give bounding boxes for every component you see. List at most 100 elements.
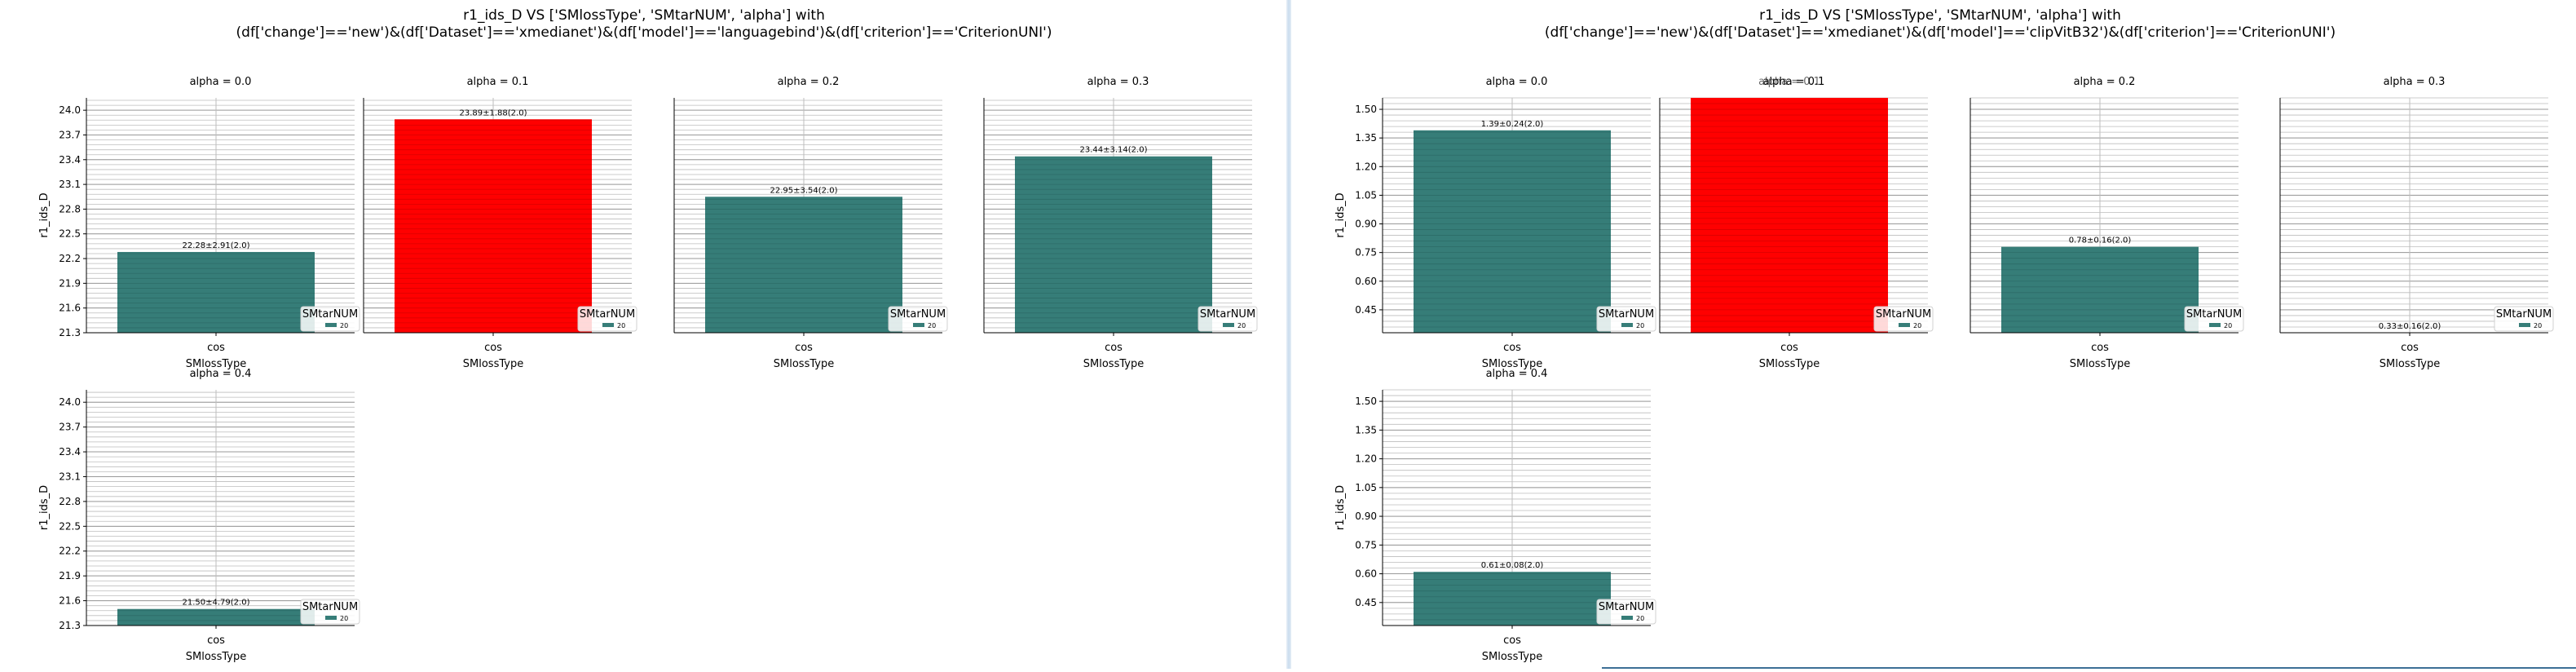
legend-title: SMtarNUM	[580, 308, 635, 321]
y-tick-label: 22.2	[59, 546, 81, 557]
y-tick-label: 23.7	[59, 422, 81, 433]
panel-title: alpha = 0.0	[1486, 76, 1548, 88]
y-tick-label: 21.9	[59, 277, 81, 289]
y-tick-label: 24.0	[59, 396, 81, 408]
figure-title: r1_ids_D VS ['SMlossType', 'SMtarNUM', '…	[463, 7, 825, 24]
x-tick-label: cos	[1503, 634, 1521, 647]
legend-title: SMtarNUM	[302, 601, 358, 613]
y-tick-label: 1.20	[1355, 453, 1377, 465]
figure-divider	[1286, 0, 1291, 669]
y-tick-label: 22.5	[59, 228, 81, 240]
x-axis-label: SMlossType	[774, 358, 834, 370]
legend-swatch	[325, 323, 337, 327]
figure-1: r1_ids_D VS ['SMlossType', 'SMtarNUM', '…	[38, 7, 1258, 663]
legend-label: 20	[340, 615, 348, 622]
figure-title: r1_ids_D VS ['SMlossType', 'SMtarNUM', '…	[1759, 7, 2121, 24]
legend-box	[1873, 306, 1934, 332]
y-tick-label: 22.8	[59, 203, 81, 214]
bar	[705, 197, 902, 333]
x-tick-label: cos	[1503, 342, 1521, 354]
legend-box	[888, 306, 948, 332]
legend-box	[1596, 599, 1656, 625]
x-axis-label: SMlossType	[463, 358, 523, 370]
panel-title: alpha = 0.3	[2384, 76, 2446, 88]
panel-alpha-0.1: 23.89±1.88(2.0) alpha = 0.1 cos SMlossType S…	[363, 76, 637, 370]
legend-label: 20	[2534, 322, 2542, 329]
x-axis-label: SMlossType	[1759, 358, 1820, 370]
y-tick-label: 23.1	[59, 471, 81, 482]
panel-alpha-0.0: 22.28±2.91(2.0) alpha = 0.0 21.3 21.6 21.9 22…	[38, 76, 360, 370]
legend-box	[2494, 306, 2554, 332]
legend-swatch	[1899, 323, 1910, 327]
legend-label: 20	[1237, 322, 1246, 329]
bar	[117, 251, 315, 333]
legend-title: SMtarNUM	[2186, 308, 2242, 321]
legend-label: 20	[1636, 322, 1644, 329]
legend-title: SMtarNUM	[1599, 601, 1654, 613]
panel-alpha-0.4: 0.61±0.08(2.0) alpha = 0.4 0.45 0.60 0.75 0.9…	[1334, 368, 1656, 663]
y-tick-label: 0.45	[1355, 304, 1377, 316]
y-tick-label: 0.75	[1355, 247, 1377, 259]
panel-alpha-0.3: 23.44±3.14(2.0) alpha = 0.3 cos SMlossType S…	[983, 76, 1258, 370]
y-tick-label: 23.4	[59, 446, 81, 458]
legend-swatch	[325, 616, 337, 620]
y-tick-label: 0.90	[1355, 511, 1377, 522]
legend-label: 20	[928, 322, 936, 329]
panel-alpha-0.2: 22.95±3.54(2.0) alpha = 0.2 cos SMlossType S…	[673, 76, 948, 370]
x-axis-label: SMlossType	[186, 358, 246, 370]
y-tick-label: 21.6	[59, 303, 81, 314]
bar	[2001, 246, 2199, 333]
bar-value-label: 22.95±3.54(2.0)	[770, 186, 838, 195]
legend-swatch	[1223, 323, 1234, 327]
x-tick-label: cos	[2401, 342, 2419, 354]
legend-box	[1198, 306, 1258, 332]
legend-title: SMtarNUM	[2496, 308, 2552, 321]
x-tick-label: cos	[1105, 342, 1123, 354]
panel-title: alpha = 0.3	[1087, 76, 1149, 88]
x-tick-label: cos	[207, 634, 225, 647]
bar	[1414, 130, 1611, 333]
panel-title: alpha = 0.4	[1486, 368, 1548, 380]
y-axis-label: r1_ids_D	[1334, 485, 1347, 530]
legend-box	[2184, 306, 2244, 332]
bar-value-label: 0.61±0.08(2.0)	[1481, 561, 1544, 570]
panel-title: alpha = 0.1	[467, 76, 529, 88]
legend-box	[1596, 306, 1656, 332]
y-tick-label: 21.3	[59, 327, 81, 338]
panel-title: alpha = 0.1	[1763, 76, 1825, 88]
bar	[1691, 98, 1888, 333]
bar	[1414, 572, 1611, 626]
legend-swatch	[1621, 616, 1633, 620]
x-tick-label: cos	[484, 342, 502, 354]
panel-title: alpha = 0.2	[2074, 76, 2136, 88]
bar-value-label: 0.78±0.16(2.0)	[2069, 237, 2132, 245]
bar	[117, 608, 315, 626]
legend-label: 20	[340, 322, 348, 329]
panel-alpha-0.0: 1.39±0.24(2.0) alpha = 0.0 0.45 0.60 0.75 0.9…	[1334, 76, 1656, 370]
figure-2: r1_ids_D VS ['SMlossType', 'SMtarNUM', '…	[1334, 7, 2554, 663]
y-tick-label: 0.90	[1355, 219, 1377, 230]
legend-label: 20	[1913, 322, 1921, 329]
panel-title: alpha = 0.2	[778, 76, 840, 88]
legend-title: SMtarNUM	[1200, 308, 1255, 321]
y-tick-label: 22.2	[59, 253, 81, 264]
panel-alpha-0.2: 0.78±0.16(2.0) alpha = 0.2 cos SMlossType SM…	[1969, 76, 2244, 370]
y-tick-label: 1.35	[1355, 424, 1377, 435]
y-tick-label: 23.4	[59, 154, 81, 166]
x-tick-label: cos	[1780, 342, 1798, 354]
x-axis-label: SMlossType	[1482, 358, 1542, 370]
y-tick-label: 0.60	[1355, 568, 1377, 580]
legend-box	[300, 306, 360, 332]
legend-swatch	[913, 323, 924, 327]
bar	[1015, 156, 1212, 333]
legend-swatch	[1621, 323, 1633, 327]
y-axis-label: r1_ids_D	[38, 192, 51, 237]
y-axis-label: r1_ids_D	[1334, 192, 1347, 237]
